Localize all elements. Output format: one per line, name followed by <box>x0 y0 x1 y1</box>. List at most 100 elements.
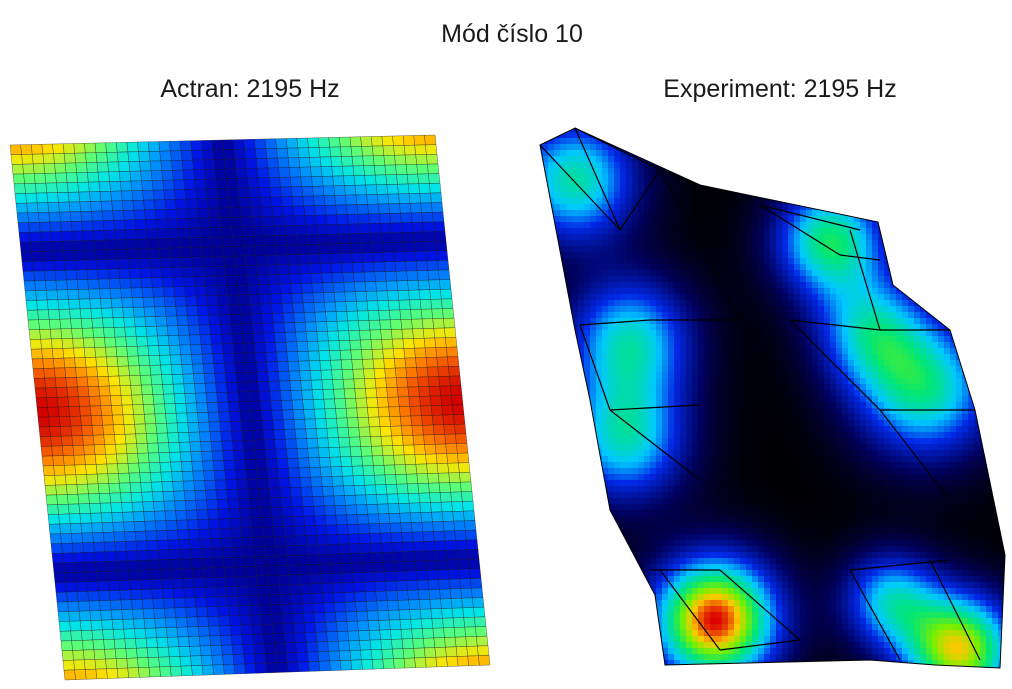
mesh-cell <box>318 545 330 555</box>
mesh-cell <box>34 271 46 281</box>
field-cell <box>704 546 711 553</box>
mesh-cell <box>91 415 103 425</box>
mesh-cell <box>140 268 152 278</box>
field-cell <box>584 228 591 235</box>
field-cell <box>530 426 537 433</box>
field-cell <box>620 510 627 517</box>
mesh-cell <box>396 377 408 387</box>
mesh-cell <box>360 233 372 243</box>
field-cell <box>596 498 603 505</box>
field-cell <box>692 588 699 595</box>
field-cell <box>710 168 717 175</box>
mesh-cell <box>255 149 267 159</box>
mesh-cell <box>236 372 248 382</box>
mesh-cell <box>330 661 342 671</box>
mesh-cell <box>72 231 84 241</box>
field-cell <box>632 618 639 625</box>
field-cell <box>536 582 543 589</box>
mesh-cell <box>385 368 397 378</box>
field-cell <box>548 234 555 241</box>
field-cell <box>554 174 561 181</box>
field-cell <box>566 504 573 511</box>
field-cell <box>692 156 699 163</box>
mesh-cell <box>74 455 86 465</box>
field-cell <box>686 432 693 439</box>
mesh-cell <box>120 493 132 503</box>
field-cell <box>620 162 627 169</box>
field-cell <box>548 642 555 649</box>
field-cell <box>632 384 639 391</box>
field-cell <box>692 348 699 355</box>
field-cell <box>704 282 711 289</box>
mesh-cell <box>160 462 172 472</box>
field-cell <box>620 276 627 283</box>
field-cell <box>626 366 633 373</box>
mesh-cell <box>55 378 67 388</box>
mesh-cell <box>181 559 193 569</box>
field-cell <box>620 414 627 421</box>
field-cell <box>698 504 705 511</box>
field-cell <box>626 666 633 673</box>
field-cell <box>554 582 561 589</box>
field-cell <box>536 300 543 307</box>
field-cell <box>554 504 561 511</box>
mesh-cell <box>153 394 165 404</box>
field-cell <box>554 492 561 499</box>
field-cell <box>704 474 711 481</box>
field-cell <box>530 294 537 301</box>
mesh-cell <box>116 142 128 152</box>
field-cell <box>704 576 711 583</box>
mesh-cell <box>290 381 302 391</box>
field-cell <box>530 162 537 169</box>
mesh-cell <box>338 224 350 234</box>
mesh-cell <box>222 655 234 665</box>
mesh-cell <box>216 179 228 189</box>
field-cell <box>548 432 555 439</box>
field-cell <box>686 276 693 283</box>
field-cell <box>572 642 579 649</box>
field-cell <box>638 282 645 289</box>
mesh-cell <box>307 652 319 662</box>
field-cell <box>536 654 543 661</box>
mesh-cell <box>190 442 202 452</box>
field-cell <box>668 660 675 667</box>
mesh-cell <box>248 178 260 188</box>
mesh-cell <box>452 502 464 512</box>
mesh-cell <box>92 630 104 640</box>
mesh-cell <box>204 480 216 490</box>
mesh-cell <box>96 669 108 679</box>
mesh-cell <box>231 324 243 334</box>
field-cell <box>668 246 675 253</box>
mesh-cell <box>294 623 306 633</box>
mesh-cell <box>66 173 78 183</box>
mesh-cell <box>259 391 271 401</box>
field-cell <box>692 216 699 223</box>
field-cell <box>590 534 597 541</box>
field-cell <box>572 504 579 511</box>
field-cell <box>626 312 633 319</box>
mesh-cell <box>398 184 410 194</box>
field-cell <box>686 588 693 595</box>
field-cell <box>680 606 687 613</box>
field-cell <box>668 264 675 271</box>
field-cell <box>566 546 573 553</box>
mesh-cell <box>109 279 121 289</box>
field-cell <box>608 228 615 235</box>
mesh-cell <box>94 542 106 552</box>
mesh-cell <box>158 336 170 346</box>
mesh-cell <box>447 453 459 463</box>
field-cell <box>698 396 705 403</box>
field-cell <box>692 246 699 253</box>
field-cell <box>560 648 567 655</box>
mesh-cell <box>268 575 280 585</box>
field-cell <box>542 528 549 535</box>
mesh-cell <box>24 174 36 184</box>
mesh-cell <box>400 203 412 213</box>
field-cell <box>680 198 687 205</box>
mesh-cell <box>431 502 443 512</box>
mesh-cell <box>342 166 354 176</box>
field-cell <box>632 420 639 427</box>
field-cell <box>650 516 657 523</box>
field-cell <box>650 252 657 259</box>
field-cell <box>620 330 627 337</box>
